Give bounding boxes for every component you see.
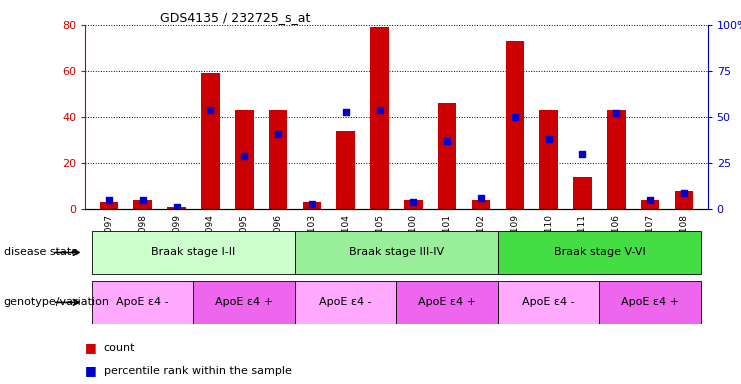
Bar [167, 207, 186, 209]
Point [137, 197, 149, 203]
Point [170, 204, 182, 210]
Point [239, 153, 250, 159]
Point [272, 131, 284, 137]
Bar [201, 73, 219, 209]
Bar [295, 281, 396, 324]
Point [542, 136, 554, 142]
Point [306, 201, 318, 207]
Point [644, 197, 656, 203]
Text: Braak stage V-VI: Braak stage V-VI [554, 247, 645, 258]
Text: ■: ■ [85, 364, 97, 377]
Text: disease state: disease state [4, 247, 78, 258]
Bar [574, 177, 592, 209]
Point [576, 151, 588, 157]
Point [373, 107, 385, 113]
Bar [269, 110, 288, 209]
Text: count: count [104, 343, 136, 353]
Text: ApoE ε4 -: ApoE ε4 - [116, 297, 169, 308]
Text: ApoE ε4 +: ApoE ε4 + [418, 297, 476, 308]
Point [103, 197, 115, 203]
Bar [92, 281, 193, 324]
Bar [133, 200, 152, 209]
Text: ApoE ε4 +: ApoE ε4 + [215, 297, 273, 308]
Bar [92, 231, 295, 274]
Bar [599, 281, 701, 324]
Bar [498, 281, 599, 324]
Text: ApoE ε4 -: ApoE ε4 - [319, 297, 372, 308]
Bar [438, 103, 456, 209]
Bar [336, 131, 355, 209]
Point [408, 199, 419, 205]
Bar [99, 202, 119, 209]
Bar [505, 41, 524, 209]
Bar [370, 27, 389, 209]
Bar [674, 191, 694, 209]
Text: ApoE ε4 -: ApoE ε4 - [522, 297, 575, 308]
Point [441, 138, 453, 144]
Text: percentile rank within the sample: percentile rank within the sample [104, 366, 292, 376]
Bar [396, 281, 498, 324]
Bar [472, 200, 491, 209]
Point [340, 109, 352, 115]
Text: GDS4135 / 232725_s_at: GDS4135 / 232725_s_at [160, 11, 310, 24]
Bar [641, 200, 659, 209]
Bar [295, 231, 498, 274]
Point [611, 110, 622, 116]
Bar [302, 202, 321, 209]
Point [509, 114, 521, 120]
Bar [193, 281, 295, 324]
Point [678, 190, 690, 196]
Point [205, 107, 216, 113]
Bar [498, 231, 701, 274]
Text: ■: ■ [85, 341, 97, 354]
Bar [235, 110, 253, 209]
Text: Braak stage I-II: Braak stage I-II [151, 247, 236, 258]
Text: genotype/variation: genotype/variation [4, 297, 110, 308]
Bar [404, 200, 422, 209]
Bar [539, 110, 558, 209]
Text: Braak stage III-IV: Braak stage III-IV [349, 247, 444, 258]
Bar [607, 110, 625, 209]
Point [475, 195, 487, 201]
Text: ApoE ε4 +: ApoE ε4 + [621, 297, 679, 308]
